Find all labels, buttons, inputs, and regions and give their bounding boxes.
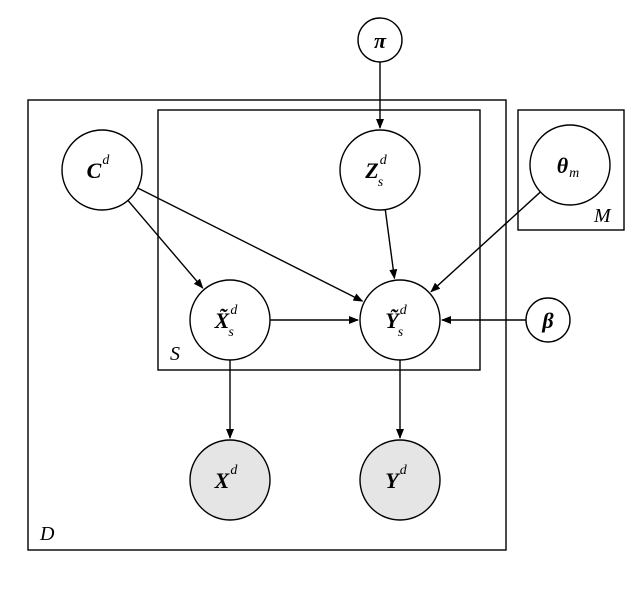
node-Xd: Xd xyxy=(190,440,270,520)
plate-label-D: D xyxy=(39,523,55,545)
node-label-beta: β xyxy=(541,308,554,333)
node-beta: β xyxy=(526,298,570,342)
node-Zsd: Zds xyxy=(340,130,420,210)
node-Xtsd: X̃ds xyxy=(190,280,270,360)
node-pi: π xyxy=(358,18,402,62)
edge-Cd-Xtsd xyxy=(128,200,203,288)
nodes-group: π Cd Zds θm X̃ds Ỹds β Xd Yd xyxy=(62,18,610,520)
edge-Cd-Ytsd xyxy=(138,188,363,301)
node-Ytsd: Ỹds xyxy=(360,280,440,360)
node-thetam: θm xyxy=(530,125,610,205)
edges-group xyxy=(128,62,540,438)
plate-label-M: M xyxy=(593,205,612,227)
node-Cd: Cd xyxy=(62,130,142,210)
edge-thetam-Ytsd xyxy=(431,192,540,292)
edge-Zsd-Ytsd xyxy=(385,210,394,279)
node-label-pi: π xyxy=(374,28,387,53)
node-Yd: Yd xyxy=(360,440,440,520)
bayesian-plate-diagram: D S M π Cd Zds θm X̃ds Ỹds β Xd Yd xyxy=(0,0,640,605)
plate-label-S: S xyxy=(170,343,180,365)
